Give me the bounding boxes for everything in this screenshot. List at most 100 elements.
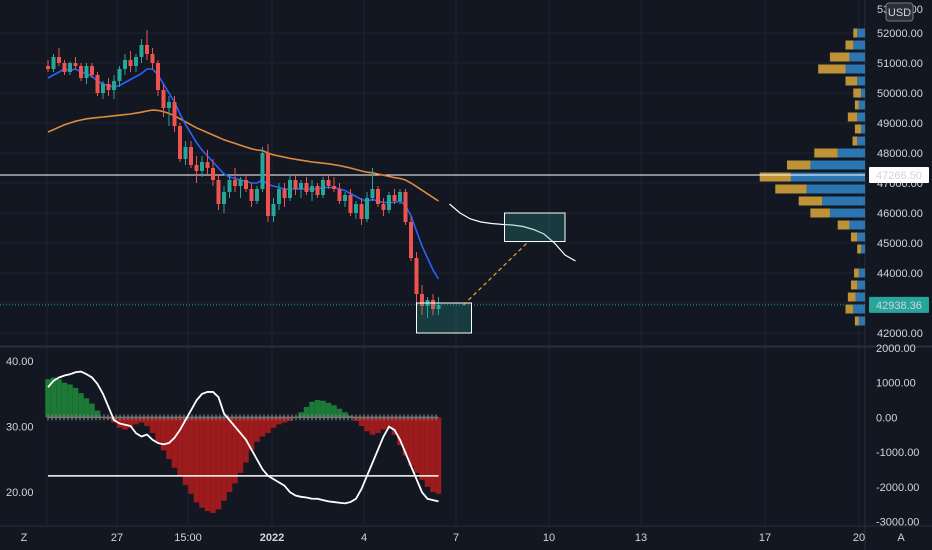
candle-body <box>161 90 166 108</box>
vp-bar-gold <box>853 88 862 98</box>
dashed-arrow-line[interactable] <box>463 243 527 306</box>
candle-body <box>238 180 243 186</box>
hline-price-label: 47266.50 <box>876 170 922 182</box>
candle-body <box>343 195 347 201</box>
candle-body <box>101 84 105 93</box>
candle-body <box>222 192 226 204</box>
osc-histogram-bar <box>413 417 420 473</box>
osc-histogram-bar <box>386 417 392 428</box>
drawings[interactable] <box>416 203 576 334</box>
vp-bar-gold <box>818 64 846 74</box>
candle-body <box>409 222 413 258</box>
candle-body <box>106 84 111 90</box>
forecast-path[interactable] <box>449 203 576 262</box>
osc-histogram-bar <box>375 417 381 434</box>
osc-right-axis-label: -3000.00 <box>876 517 919 529</box>
auto-scale-button[interactable]: A <box>897 532 905 544</box>
vp-bar-blue <box>849 220 865 230</box>
osc-histogram-bar <box>133 417 139 425</box>
candle-body <box>255 189 259 201</box>
axes: 52000.00 51000.00 50000.00 49000.00 48000.00… <box>6 2 929 544</box>
candle-body <box>183 147 188 159</box>
candle-body <box>293 180 298 189</box>
candle-body <box>156 63 160 90</box>
vp-bar-gold <box>853 28 858 38</box>
osc-histogram-bar <box>78 393 84 418</box>
osc-histogram-bar <box>358 417 365 427</box>
price-axis-label: 52000.00 <box>877 28 923 40</box>
candle-body <box>414 258 419 294</box>
candle-body <box>282 189 287 198</box>
candle-body <box>403 192 408 222</box>
vp-bar-gold <box>798 196 823 206</box>
candle-body <box>79 66 83 78</box>
time-axis-label: 4 <box>361 532 367 544</box>
osc-histogram-bar <box>287 417 293 421</box>
candle-body <box>387 195 391 210</box>
vp-bar-blue <box>857 280 865 290</box>
candle-body <box>205 162 210 168</box>
candle-body <box>145 45 149 54</box>
osc-right-axis-label: -2000.00 <box>876 482 919 494</box>
vp-bar-gold <box>854 124 862 134</box>
candle-body <box>227 180 232 192</box>
candle-body <box>260 153 265 189</box>
candle-body <box>112 81 116 90</box>
currency-badge[interactable] <box>885 2 914 22</box>
vp-bar-gold <box>845 304 854 314</box>
candle-body <box>189 147 193 165</box>
candle-body <box>359 204 364 219</box>
candle-body <box>348 195 353 213</box>
time-axis-label: 2022 <box>260 532 284 544</box>
rectangle-drawing[interactable] <box>504 212 566 242</box>
osc-histogram-bar <box>89 403 95 418</box>
candle-body <box>326 180 331 186</box>
candle-body <box>288 180 292 198</box>
candle-body <box>51 57 56 69</box>
osc-histogram-bar <box>391 417 398 435</box>
vp-bar-gold <box>847 292 856 302</box>
vp-bar-gold <box>837 220 850 230</box>
osc-histogram-bar <box>204 417 211 512</box>
osc-histogram-bar <box>182 417 189 486</box>
vp-bar-blue <box>858 100 865 110</box>
osc-histogram-bar <box>270 417 277 428</box>
osc-histogram-bar <box>177 417 183 477</box>
osc-histogram-bar <box>419 417 425 480</box>
price-axis-label: 51000.00 <box>877 58 923 70</box>
osc-histogram-bar <box>166 417 172 460</box>
osc-histogram-bar <box>402 417 409 456</box>
price-axis-label: 49000.00 <box>877 118 923 130</box>
osc-left-axis-label: 40.00 <box>6 356 34 368</box>
currency-label: USD <box>888 7 911 19</box>
vp-bar-gold <box>759 172 791 182</box>
vp-bar-gold <box>854 100 859 110</box>
candle-body <box>398 192 402 201</box>
vp-bar-gold <box>814 148 838 158</box>
vp-bar-gold <box>854 316 859 326</box>
candle-body <box>95 75 100 93</box>
candle-body <box>266 153 270 216</box>
vp-bar-gold <box>857 244 862 254</box>
candle-body <box>299 183 303 189</box>
osc-histogram-bar <box>320 400 326 418</box>
candle-body <box>244 180 248 189</box>
osc-histogram-bar <box>215 417 222 510</box>
candle-body <box>321 180 325 195</box>
candle-body <box>420 294 424 306</box>
osc-histogram-bar <box>72 387 79 418</box>
candle-body <box>392 195 397 201</box>
price-axis-label: 44000.00 <box>877 268 923 280</box>
osc-histogram-bar <box>314 400 321 418</box>
candle-body <box>178 126 182 159</box>
osc-histogram-bar <box>347 415 354 418</box>
candle-body <box>211 168 215 180</box>
candle-body <box>233 180 237 186</box>
candle-body <box>315 186 320 195</box>
candle-body <box>354 204 358 213</box>
rectangle-drawing[interactable] <box>416 302 472 334</box>
osc-histogram-bar <box>193 417 200 503</box>
osc-histogram-bar <box>155 417 161 442</box>
osc-left-axis-label: 30.00 <box>6 422 34 434</box>
